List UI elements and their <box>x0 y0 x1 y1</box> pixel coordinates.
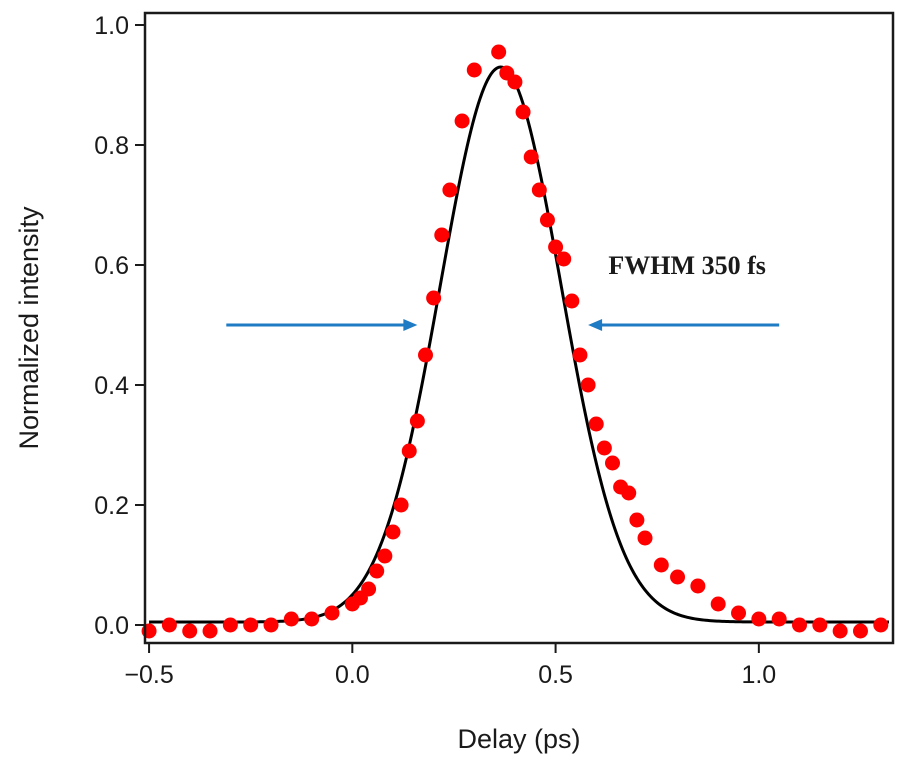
data-point <box>637 530 653 546</box>
data-point <box>621 485 637 501</box>
data-point <box>426 290 442 306</box>
x-axis-title: Delay (ps) <box>457 724 580 754</box>
x-tick-label: 0.5 <box>538 661 573 689</box>
data-point <box>507 74 523 90</box>
data-point <box>161 617 177 633</box>
data-points <box>141 44 889 639</box>
data-point <box>418 347 433 363</box>
y-tick-label: 1.0 <box>94 12 129 40</box>
data-point <box>548 239 564 255</box>
data-point <box>812 617 828 633</box>
data-point <box>531 182 547 198</box>
data-point <box>731 605 747 621</box>
data-point <box>304 611 320 627</box>
data-point <box>222 617 238 633</box>
data-point <box>852 623 868 639</box>
data-point <box>401 443 417 459</box>
data-point <box>653 557 669 573</box>
data-point <box>564 293 580 309</box>
data-point <box>361 581 377 597</box>
data-point <box>539 212 555 228</box>
data-point <box>873 617 889 633</box>
data-point <box>466 62 482 78</box>
data-point <box>580 377 596 393</box>
fwhm-arrowhead <box>588 319 603 331</box>
data-point <box>202 623 218 639</box>
data-point <box>596 440 612 456</box>
data-point <box>515 104 531 120</box>
data-point <box>751 611 767 627</box>
fit-line <box>149 65 889 624</box>
fwhm-arrows <box>226 319 780 331</box>
data-point <box>629 512 645 528</box>
data-point <box>588 416 604 432</box>
data-point <box>792 617 807 633</box>
data-point <box>182 623 198 639</box>
data-point <box>523 149 539 165</box>
data-point <box>556 251 572 267</box>
y-tick-label: 0.2 <box>94 492 129 520</box>
fwhm-annotation: FWHM 350 fs <box>608 251 765 280</box>
data-point <box>605 455 620 471</box>
data-point <box>393 497 409 513</box>
data-point <box>243 617 259 633</box>
data-point <box>369 563 385 579</box>
x-axis-ticks: −0.5 0.0 0.5 1.0 <box>124 643 776 689</box>
y-tick-label: 0.8 <box>94 132 129 160</box>
y-tick-label: 0.0 <box>94 612 129 640</box>
data-point <box>377 548 393 564</box>
data-point <box>690 578 706 594</box>
y-tick-label: 0.6 <box>94 252 129 280</box>
data-point <box>409 413 425 429</box>
data-point <box>832 623 848 639</box>
data-point <box>771 611 787 627</box>
data-point <box>385 524 401 540</box>
data-point <box>670 569 686 585</box>
data-point <box>491 44 507 60</box>
data-point <box>572 347 588 363</box>
data-point <box>454 113 470 129</box>
x-tick-label: 0.0 <box>335 661 370 689</box>
x-tick-label: −0.5 <box>124 661 173 689</box>
fwhm-arrowhead <box>403 319 418 331</box>
fit-layer <box>149 65 889 624</box>
data-point <box>283 611 299 627</box>
data-point <box>434 227 450 243</box>
plot-frame <box>143 11 895 645</box>
y-tick-label: 0.4 <box>94 372 129 400</box>
data-point <box>263 617 279 633</box>
y-axis-ticks: 0.0 0.2 0.4 0.6 0.8 1.0 <box>94 12 145 640</box>
data-point <box>710 596 726 612</box>
x-tick-label: 1.0 <box>741 661 776 689</box>
data-point <box>324 605 340 621</box>
y-axis-title: Normalized intensity <box>14 206 44 450</box>
data-point <box>442 182 458 198</box>
